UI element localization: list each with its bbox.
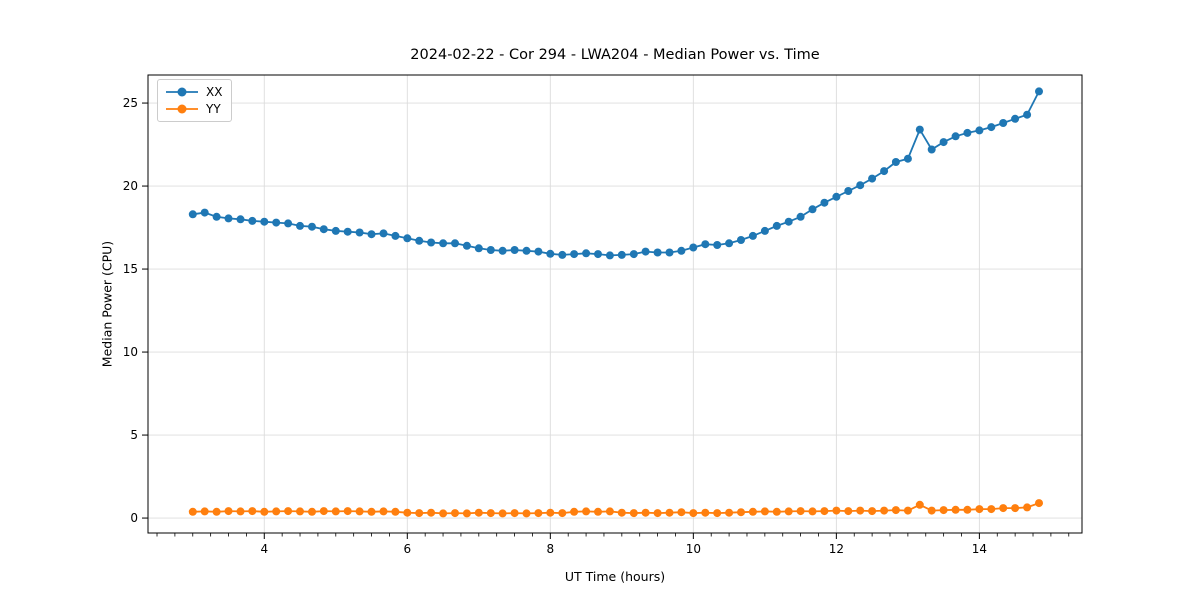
legend-entry-yy: YY: [165, 102, 222, 116]
svg-text:10: 10: [686, 542, 701, 556]
svg-text:10: 10: [123, 345, 138, 359]
legend-line-marker-icon: [166, 87, 198, 97]
y-axis-label: Median Power (CPU): [99, 240, 115, 368]
svg-text:6: 6: [403, 542, 411, 556]
legend: XX YY: [157, 79, 233, 122]
chart-title: 2024-02-22 - Cor 294 - LWA204 - Median P…: [410, 47, 820, 63]
legend-label-yy: YY: [206, 102, 221, 116]
x-axis-label: UT Time (hours): [564, 569, 666, 584]
legend-label-xx: XX: [206, 85, 223, 99]
legend-line-marker-icon: [166, 104, 198, 114]
svg-text:0: 0: [130, 511, 138, 525]
svg-text:12: 12: [829, 542, 844, 556]
svg-text:8: 8: [546, 542, 554, 556]
svg-text:25: 25: [123, 96, 138, 110]
svg-text:5: 5: [130, 428, 138, 442]
svg-text:20: 20: [123, 179, 138, 193]
svg-text:14: 14: [972, 542, 987, 556]
legend-entry-xx: XX: [165, 85, 222, 99]
svg-text:15: 15: [123, 262, 138, 276]
svg-text:4: 4: [260, 542, 268, 556]
